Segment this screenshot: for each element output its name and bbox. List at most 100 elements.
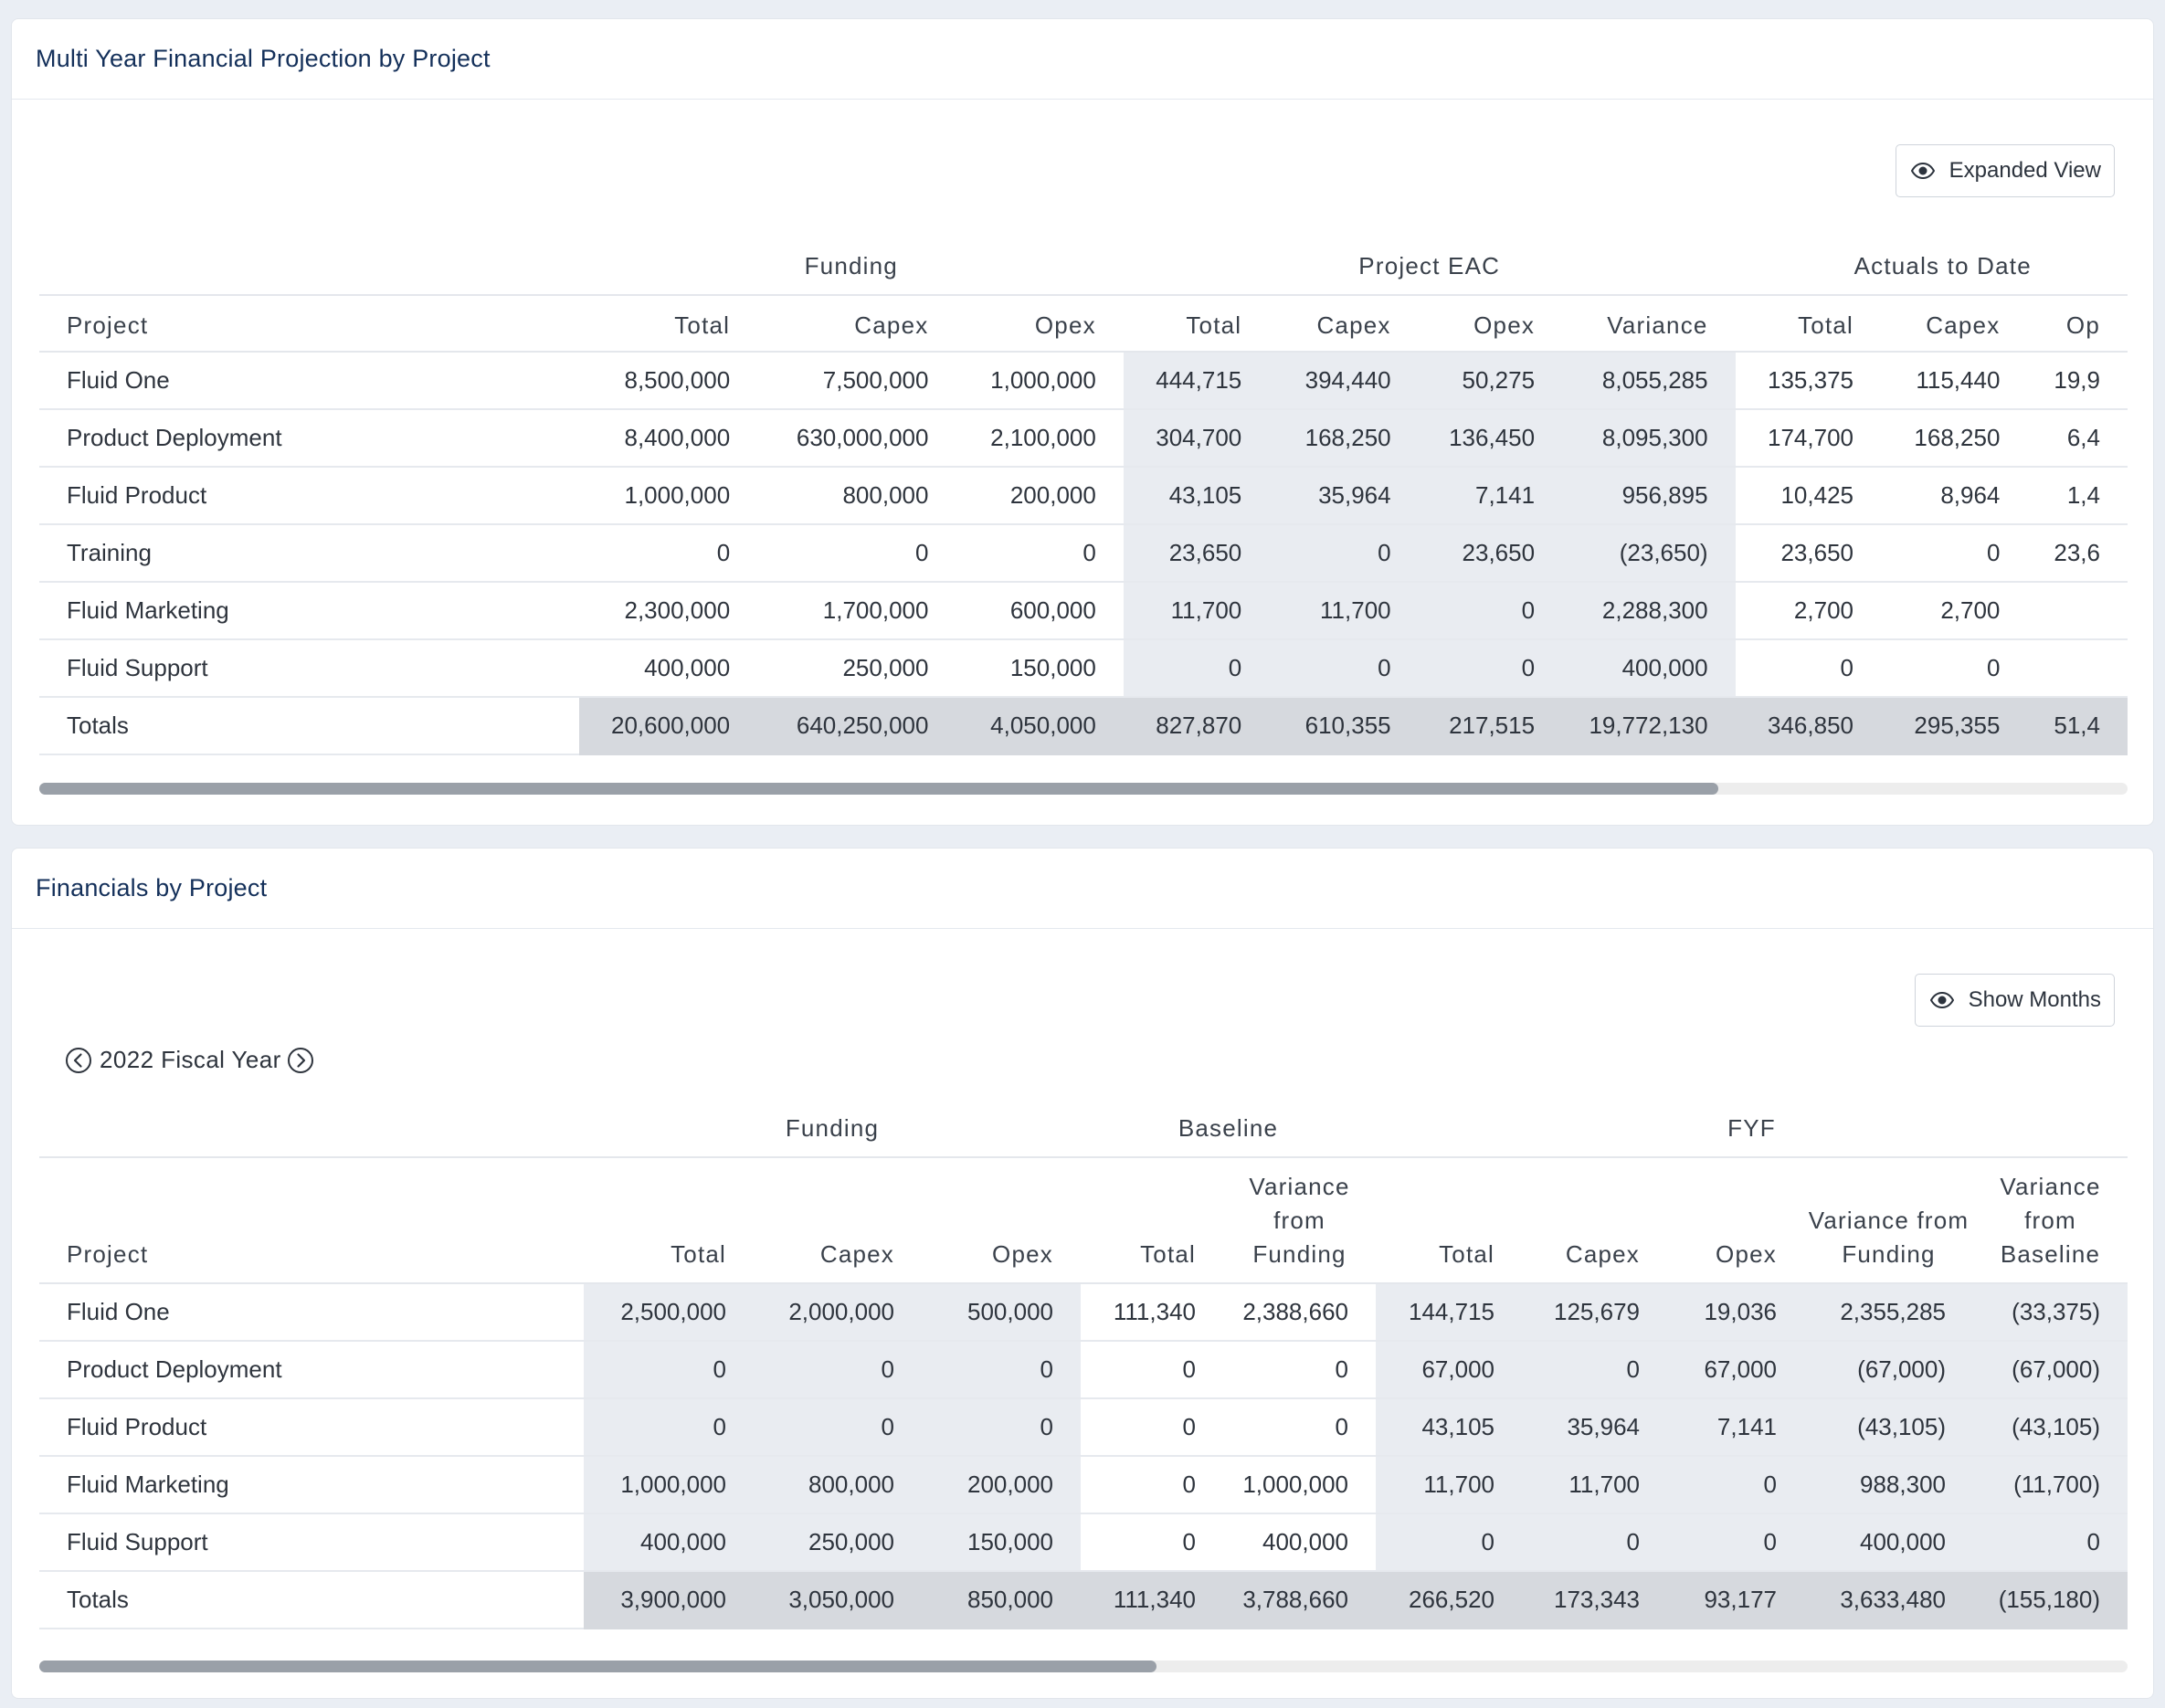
column-header-total[interactable]: Total (1376, 1157, 1522, 1284)
table-row[interactable]: Fluid One 2,500,000 2,000,000 500,000 111,34… (39, 1283, 2128, 1342)
totals-row[interactable]: Totals 3,900,000 3,050,000 850,000 111,340 3,… (39, 1571, 2128, 1629)
column-header-capex[interactable]: Capex (1522, 1157, 1667, 1284)
next-year-icon[interactable] (287, 1047, 314, 1074)
table-cell: 2,500,000 (584, 1283, 754, 1342)
table-cell: 850,000 (922, 1571, 1081, 1629)
column-header-total[interactable]: Total (584, 1157, 754, 1284)
project-name: Fluid Support (39, 639, 579, 698)
totals-label: Totals (39, 697, 579, 755)
column-header-op[interactable]: Op (2027, 295, 2128, 353)
column-header-variance-from-funding[interactable]: Variance from Funding (1804, 1157, 1973, 1284)
table-cell: 200,000 (956, 467, 1124, 525)
table-cell: 1,000,000 (584, 1456, 754, 1514)
table-cell: 11,700 (1123, 582, 1270, 640)
table-cell: 3,633,480 (1804, 1571, 1973, 1629)
projection-table-viewport[interactable]: Funding Project EAC Actuals to Date Proj… (39, 238, 2128, 755)
column-header-opex[interactable]: Opex (956, 295, 1124, 353)
group-header-fyf: FYF (1376, 1101, 2128, 1158)
horizontal-scrollbar[interactable] (39, 1661, 2128, 1672)
table-cell: 0 (1667, 1456, 1804, 1514)
column-header-variance-from-funding[interactable]: Variance from Funding (1223, 1157, 1376, 1284)
totals-row[interactable]: Totals 20,600,000 640,250,000 4,050,000 827,… (39, 697, 2128, 755)
table-cell: 0 (922, 1341, 1081, 1399)
group-header-project-eac: Project EAC (1123, 238, 1736, 296)
previous-year-icon[interactable] (65, 1047, 92, 1074)
column-header-opex[interactable]: Opex (1418, 295, 1563, 353)
column-header-capex[interactable]: Capex (757, 295, 956, 353)
table-cell: 135,375 (1735, 352, 1881, 410)
table-cell: 600,000 (956, 582, 1124, 640)
column-header-capex[interactable]: Capex (754, 1157, 922, 1284)
table-cell: 400,000 (578, 639, 758, 698)
table-cell: 304,700 (1123, 409, 1270, 468)
panel-title: Financials by Project (36, 874, 268, 901)
horizontal-scrollbar[interactable] (39, 783, 2128, 795)
table-cell: 0 (1123, 639, 1270, 698)
table-cell: 115,440 (1881, 352, 2028, 410)
column-header-total[interactable]: Total (1081, 1157, 1223, 1284)
column-header-variance[interactable]: Variance (1562, 295, 1736, 353)
table-row[interactable]: Fluid Support 400,000 250,000 150,000 0 0 0 400… (39, 639, 2128, 698)
column-header-total[interactable]: Total (1123, 295, 1270, 353)
table-row[interactable]: Fluid Product 0 0 0 0 0 43,105 35,964 7,141 (43,1… (39, 1398, 2128, 1457)
table-cell: 23,650 (1735, 524, 1881, 583)
panel-header: Multi Year Financial Projection by Proje… (12, 19, 2153, 100)
column-header-variance-from-baseline[interactable]: Variance from Baseline (1973, 1157, 2128, 1284)
column-header-opex[interactable]: Opex (1667, 1157, 1804, 1284)
table-cell: 0 (757, 524, 956, 583)
table-cell: (23,650) (1562, 524, 1736, 583)
table-cell: (155,180) (1973, 1571, 2128, 1629)
table-cell: 200,000 (922, 1456, 1081, 1514)
project-name: Product Deployment (39, 1341, 584, 1399)
table-cell: 500,000 (922, 1283, 1081, 1342)
expanded-view-button[interactable]: Expanded View (1895, 144, 2115, 197)
table-cell: 7,141 (1418, 467, 1563, 525)
table-row[interactable]: Fluid Support 400,000 250,000 150,000 0 400,0… (39, 1513, 2128, 1572)
scrollbar-thumb[interactable] (39, 1661, 1156, 1672)
table-cell: 956,895 (1562, 467, 1736, 525)
table-cell: 173,343 (1522, 1571, 1667, 1629)
column-header-project[interactable]: Project (39, 1157, 584, 1284)
column-header-opex[interactable]: Opex (922, 1157, 1081, 1284)
table-row[interactable]: Fluid One 8,500,000 7,500,000 1,000,000 444,… (39, 352, 2128, 410)
table-cell: 0 (1522, 1341, 1667, 1399)
column-header-project[interactable]: Project (39, 295, 579, 353)
table-row[interactable]: Fluid Product 1,000,000 800,000 200,000 43,1… (39, 467, 2128, 525)
table-cell: 150,000 (922, 1513, 1081, 1572)
table-cell: (43,105) (1804, 1398, 1973, 1457)
table-cell: 7,500,000 (757, 352, 956, 410)
table-row[interactable]: Fluid Marketing 1,000,000 800,000 200,000 0 1… (39, 1456, 2128, 1514)
column-header-total[interactable]: Total (1735, 295, 1881, 353)
table-cell (2027, 639, 2128, 698)
table-cell: 43,105 (1123, 467, 1270, 525)
column-header-capex[interactable]: Capex (1269, 295, 1419, 353)
show-months-button[interactable]: Show Months (1914, 974, 2115, 1027)
column-header-capex[interactable]: Capex (1881, 295, 2028, 353)
table-cell: 0 (1081, 1456, 1223, 1514)
scrollbar-thumb[interactable] (39, 783, 1718, 795)
table-cell: 1,000,000 (1223, 1456, 1376, 1514)
group-header-spacer (39, 238, 579, 296)
table-cell: 610,355 (1269, 697, 1419, 755)
project-name: Fluid Product (39, 467, 579, 525)
table-cell: 2,355,285 (1804, 1283, 1973, 1342)
column-header-total[interactable]: Total (578, 295, 758, 353)
table-cell: 2,700 (1735, 582, 1881, 640)
table-cell: 50,275 (1418, 352, 1563, 410)
table-cell: 1,4 (2027, 467, 2128, 525)
table-cell: 0 (1667, 1513, 1804, 1572)
table-cell: 35,964 (1269, 467, 1419, 525)
financials-table-viewport[interactable]: Funding Baseline FYF Project Total Capex Op… (39, 1101, 2128, 1629)
table-row[interactable]: Product Deployment 8,400,000 630,000,000 2,… (39, 409, 2128, 468)
table-row[interactable]: Product Deployment 0 0 0 0 0 67,000 0 67,000 (67,… (39, 1341, 2128, 1399)
financials-table: Funding Baseline FYF Project Total Capex Op… (39, 1101, 2128, 1629)
financials-by-project-panel: Financials by Project Show Months 2022 F… (11, 848, 2154, 1699)
table-row[interactable]: Fluid Marketing 2,300,000 1,700,000 600,000… (39, 582, 2128, 640)
table-cell: 150,000 (956, 639, 1124, 698)
table-cell: 93,177 (1667, 1571, 1804, 1629)
table-cell: 2,300,000 (578, 582, 758, 640)
eye-icon (1910, 163, 1935, 179)
fiscal-year-navigator: 2022 Fiscal Year (65, 1046, 314, 1074)
table-row[interactable]: Training 0 0 0 23,650 0 23,650 (23,650) 23,650 0 2… (39, 524, 2128, 583)
table-cell: 0 (754, 1398, 922, 1457)
